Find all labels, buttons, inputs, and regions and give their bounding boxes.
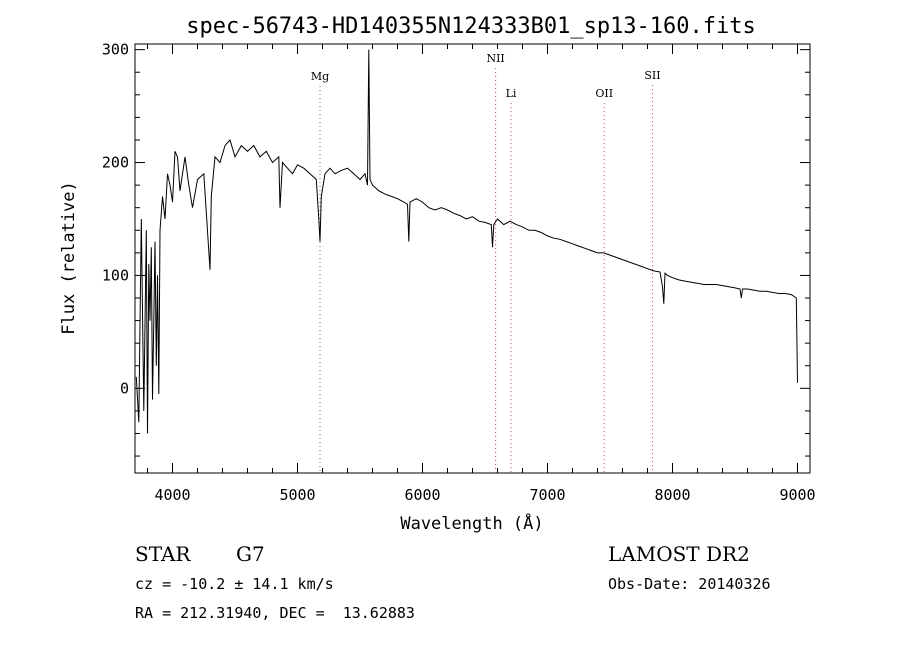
spectrum-series-line bbox=[135, 49, 798, 434]
line-annotations: Mg NII Li OII SII bbox=[311, 52, 661, 473]
survey-name: LAMOST DR2 bbox=[608, 542, 750, 566]
observation-date: Obs-Date: 20140326 bbox=[608, 575, 771, 593]
y-tick-label: 0 bbox=[120, 379, 129, 397]
x-tick-label: 6000 bbox=[404, 486, 440, 504]
x-tick-label: 8000 bbox=[654, 486, 690, 504]
x-tick-label: 4000 bbox=[154, 486, 190, 504]
object-class: STAR bbox=[135, 542, 191, 566]
plot-frame bbox=[134, 43, 811, 474]
annotation-label: SII bbox=[644, 69, 660, 82]
ra-dec-coordinates: RA = 212.31940, DEC = 13.62883 bbox=[135, 604, 415, 622]
x-tick-label: 5000 bbox=[279, 486, 315, 504]
annotation-label: Li bbox=[506, 87, 517, 100]
annotation-label: NII bbox=[486, 52, 504, 65]
annotation-label: Mg bbox=[311, 70, 329, 83]
redshift-cz: cz = -10.2 ± 14.1 km/s bbox=[135, 575, 334, 593]
spectrum-chart: spec-56743-HD140355N124333B01_sp13-160.f… bbox=[59, 14, 816, 534]
y-tick-label: 100 bbox=[102, 266, 129, 284]
y-axis-label: Flux (relative) bbox=[59, 181, 79, 335]
x-axis-label: Wavelength (Å) bbox=[400, 512, 543, 534]
y-tick-label: 200 bbox=[102, 154, 129, 172]
annotation-label: OII bbox=[595, 87, 613, 100]
axis-ticks: 4000 5000 6000 7000 8000 9000 0 100 200 300 bbox=[102, 41, 816, 504]
y-tick-label: 300 bbox=[102, 41, 129, 59]
x-tick-label: 7000 bbox=[529, 486, 565, 504]
object-subclass: G7 bbox=[236, 542, 265, 566]
x-tick-label: 9000 bbox=[779, 486, 815, 504]
chart-title: spec-56743-HD140355N124333B01_sp13-160.f… bbox=[186, 14, 756, 39]
